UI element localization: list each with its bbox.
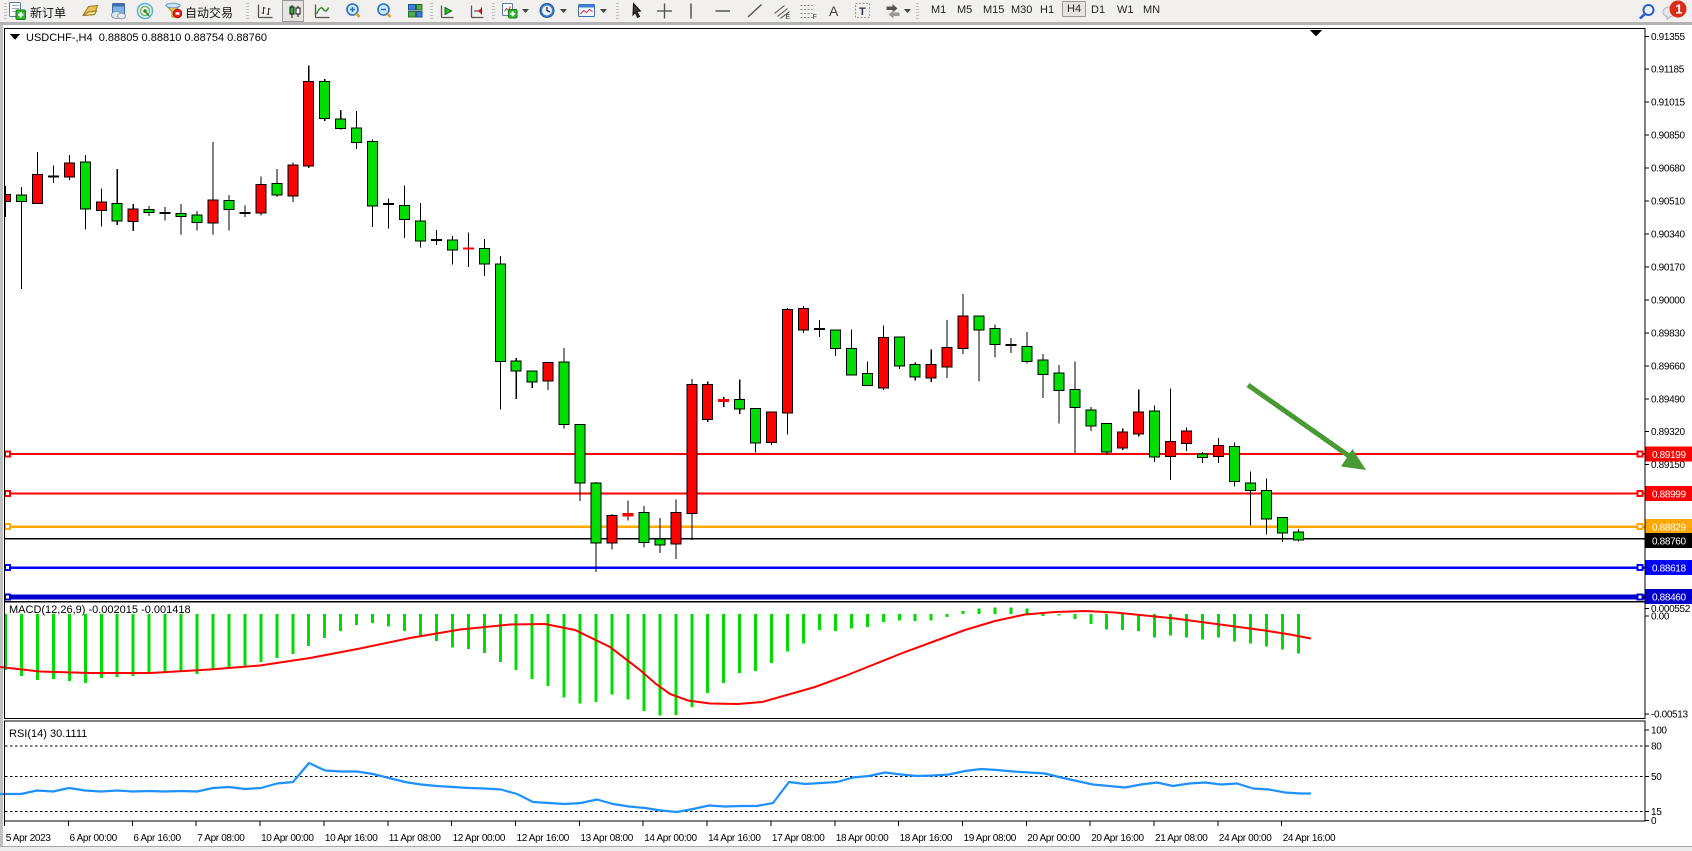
svg-text:0.90510: 0.90510	[1651, 197, 1685, 208]
svg-text:0.91185: 0.91185	[1651, 65, 1685, 76]
svg-text:7 Apr 08:00: 7 Apr 08:00	[197, 833, 245, 844]
svg-text:50: 50	[1651, 772, 1662, 783]
svg-text:0.90170: 0.90170	[1651, 263, 1685, 274]
svg-text:USDCHF-,H4 0.88805 0.88810 0.: USDCHF-,H4 0.88805 0.88810 0.88754 0.887…	[26, 32, 267, 44]
svg-text:17 Apr 08:00: 17 Apr 08:00	[772, 833, 825, 844]
svg-text:0.90000: 0.90000	[1651, 295, 1685, 306]
svg-text:12 Apr 00:00: 12 Apr 00:00	[453, 833, 506, 844]
svg-text:19 Apr 08:00: 19 Apr 08:00	[964, 833, 1017, 844]
svg-text:0.89199: 0.89199	[1652, 450, 1686, 461]
svg-text:RSI(14) 30.1111: RSI(14) 30.1111	[9, 728, 87, 740]
svg-text:15: 15	[1651, 807, 1662, 818]
svg-text:14 Apr 00:00: 14 Apr 00:00	[644, 833, 697, 844]
svg-text:-0.00513: -0.00513	[1651, 710, 1688, 721]
svg-text:MACD(12,26,9) -0.002015 -0.001: MACD(12,26,9) -0.002015 -0.001418	[9, 604, 191, 616]
svg-text:20 Apr 00:00: 20 Apr 00:00	[1027, 833, 1080, 844]
svg-text:18 Apr 00:00: 18 Apr 00:00	[836, 833, 889, 844]
svg-text:0.89490: 0.89490	[1651, 394, 1685, 405]
svg-text:11 Apr 08:00: 11 Apr 08:00	[389, 833, 442, 844]
svg-text:0.90340: 0.90340	[1651, 230, 1685, 241]
svg-text:13 Apr 08:00: 13 Apr 08:00	[580, 833, 633, 844]
svg-text:0.88618: 0.88618	[1652, 563, 1686, 574]
svg-text:0: 0	[1651, 816, 1657, 827]
svg-text:20 Apr 16:00: 20 Apr 16:00	[1091, 833, 1144, 844]
svg-text:0.89150: 0.89150	[1651, 460, 1685, 471]
svg-text:24 Apr 00:00: 24 Apr 00:00	[1219, 833, 1272, 844]
svg-text:0.89830: 0.89830	[1651, 328, 1685, 339]
svg-text:E: E	[786, 14, 791, 20]
svg-text:5 Apr 2023: 5 Apr 2023	[6, 833, 52, 844]
svg-text:14 Apr 16:00: 14 Apr 16:00	[708, 833, 761, 844]
svg-text:80: 80	[1651, 742, 1662, 753]
svg-text:0.88460: 0.88460	[1652, 592, 1686, 603]
svg-text:0.91355: 0.91355	[1651, 32, 1685, 43]
svg-text:0.91015: 0.91015	[1651, 98, 1685, 109]
svg-text:0.000552: 0.000552	[1651, 604, 1691, 615]
svg-text:6 Apr 00:00: 6 Apr 00:00	[70, 833, 118, 844]
svg-text:10 Apr 00:00: 10 Apr 00:00	[261, 833, 314, 844]
svg-text:0.90850: 0.90850	[1651, 131, 1685, 142]
svg-text:24 Apr 16:00: 24 Apr 16:00	[1283, 833, 1336, 844]
svg-text:100: 100	[1651, 726, 1667, 737]
svg-text:0.90680: 0.90680	[1651, 164, 1685, 175]
svg-text:6 Apr 16:00: 6 Apr 16:00	[133, 833, 181, 844]
svg-text:A: A	[829, 3, 839, 19]
svg-text:0.89660: 0.89660	[1651, 361, 1685, 372]
svg-text:18 Apr 16:00: 18 Apr 16:00	[900, 833, 953, 844]
svg-text:0.89320: 0.89320	[1651, 427, 1685, 438]
svg-text:1: 1	[1675, 2, 1682, 17]
svg-text:0.00: 0.00	[1651, 612, 1670, 623]
svg-text:0.88829: 0.88829	[1652, 522, 1686, 533]
svg-text:12 Apr 16:00: 12 Apr 16:00	[517, 833, 570, 844]
svg-text:21 Apr 08:00: 21 Apr 08:00	[1155, 833, 1208, 844]
svg-text:F: F	[813, 14, 817, 20]
svg-text:0.88999: 0.88999	[1652, 489, 1686, 500]
svg-text:10 Apr 16:00: 10 Apr 16:00	[325, 833, 378, 844]
svg-text:0.88760: 0.88760	[1652, 536, 1686, 547]
svg-text:T: T	[859, 6, 866, 18]
